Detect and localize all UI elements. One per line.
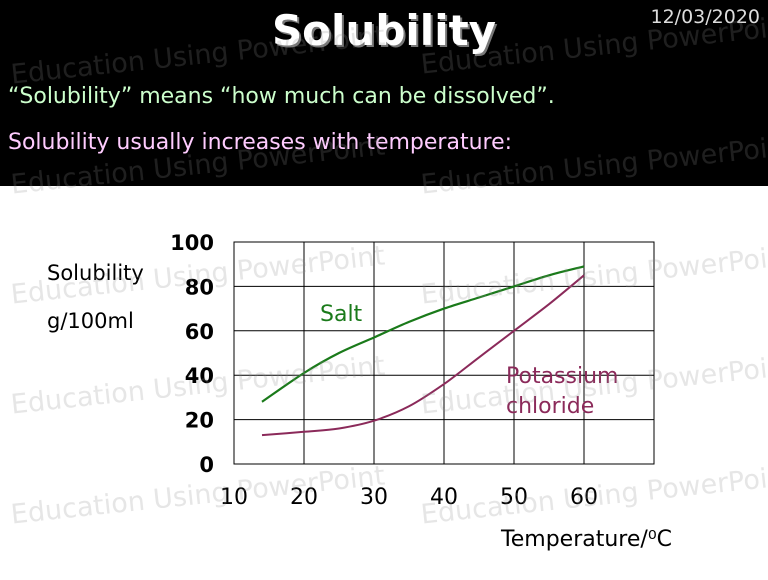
y-tick-label: 20 bbox=[185, 409, 214, 433]
y-axis-label: Solubility bbox=[47, 261, 144, 285]
potassium-chloride-curve bbox=[261, 274, 585, 437]
definition-text: “Solubility” means “how much can be diss… bbox=[8, 84, 555, 109]
potassium-series-label-line2: chloride bbox=[506, 394, 594, 419]
x-tick-label: 20 bbox=[290, 485, 318, 510]
x-tick-label: 50 bbox=[500, 485, 528, 510]
temperature-statement: Solubility usually increases with temper… bbox=[8, 130, 513, 155]
slide-date: 12/03/2020 bbox=[650, 6, 760, 28]
y-tick-label: 100 bbox=[170, 231, 214, 255]
y-tick-label: 60 bbox=[185, 320, 214, 344]
slide-title: Solubility bbox=[271, 6, 497, 55]
title-bar: Solubility 12/03/2020 “Solubility” means… bbox=[0, 0, 768, 186]
salt-curve bbox=[261, 265, 585, 403]
salt-series-label: Salt bbox=[320, 302, 363, 327]
y-tick-label: 40 bbox=[185, 364, 214, 388]
y-tick-label: 80 bbox=[185, 275, 214, 299]
x-tick-label: 40 bbox=[430, 485, 458, 510]
x-tick-label: 30 bbox=[360, 485, 388, 510]
x-axis-label: Temperature/⁰C bbox=[500, 527, 672, 552]
y-tick-label: 0 bbox=[199, 453, 214, 477]
y-axis-unit-label: g/100ml bbox=[47, 309, 134, 333]
potassium-series-label-line1: Potassium bbox=[506, 364, 618, 389]
x-tick-label: 10 bbox=[220, 485, 248, 510]
x-tick-label: 60 bbox=[570, 485, 598, 510]
